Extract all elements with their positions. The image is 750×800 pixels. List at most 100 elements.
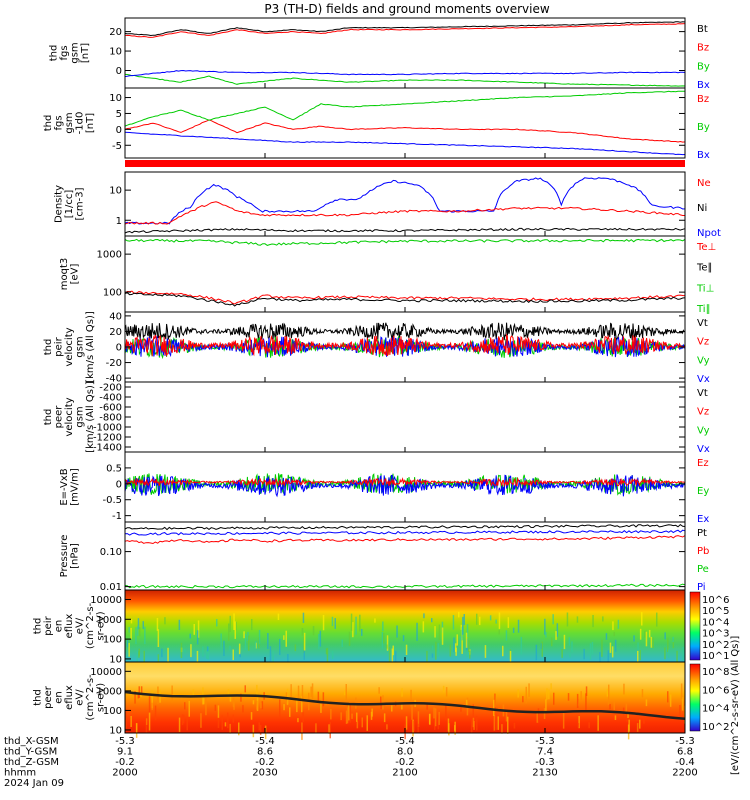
spectrogram-streak [311,683,314,700]
y-axis-label: [1/cc] [64,190,75,219]
panel-p4: 1000 100 Te⊥ Te∥ Ti⊥ Ti∥ moqt3 [eV] [59,235,716,315]
spectrogram-streak [352,622,354,638]
spectrogram-streak [290,684,292,699]
y-axis-label: gsm [69,42,80,63]
y-axis-label: eflux [64,685,75,710]
spectrogram-streak [346,707,349,724]
y-tick-label: -0.5 [102,495,122,506]
spectrogram-streak [317,691,320,702]
spectrogram-streak [465,632,468,648]
x-axis-value: -5.3 [115,736,135,747]
spectrogram-streak [145,718,148,725]
y-axis-label: (cm^2-s- [85,602,96,649]
spectrogram-streak [396,625,398,638]
spectrogram-streak [391,648,394,664]
spectrogram-streak [301,685,304,703]
spectrogram-streak [329,722,331,739]
x-axis-value: -5.3 [535,736,555,747]
panel-frame [124,17,686,89]
spectrogram-streak [283,704,285,711]
spectrogram-streak [217,705,220,718]
series-p7-Ez [124,476,686,487]
y-tick-label: 0 [116,479,122,490]
panel-p3: 10 1 Ne Ni Npot Density [1/cc] [cm-3] [54,171,721,239]
spectrogram-streak [240,693,242,702]
spectrogram-streak [214,704,217,711]
spectrogram-streak [326,647,329,663]
spectrogram-streak [380,702,382,710]
spectrogram-streak [348,704,350,721]
spectrogram-streak [648,629,651,638]
spectrogram-streak [130,716,132,727]
y-tick-label: -400 [99,393,122,404]
x-axis-value: 8.0 [397,747,413,758]
spectrogram-streak [260,702,262,709]
spectrogram-streak [319,630,322,647]
panel-p10: 10^8 10^6 10^4 10^2 10000 1000 100 10 thd peer en e… [33,661,729,740]
spectrogram-streak [192,689,195,698]
spectrogram-streak [180,642,183,658]
spectrogram-streak [460,624,463,630]
spectrogram-streak [664,647,666,660]
spectrogram-streak [576,616,579,623]
spectrogram-streak [466,624,469,637]
spectrogram-streak [456,634,458,646]
spectrogram-streak [608,684,610,700]
spectrogram-streak [380,696,382,704]
y-axis-label: eV/ [75,617,86,634]
x-axis-value: -0.3 [535,757,555,768]
spectrogram-streak [229,645,231,651]
x-axis-row-label: thd_Z-GSM [4,757,59,768]
spectrogram-streak [134,691,136,704]
spectrogram-streak [356,712,358,722]
spectrogram-streak [279,638,281,655]
spectrogram-streak [229,695,232,702]
x-axis-value: -5.3 [675,736,695,747]
x-axis-value: -0.4 [675,757,695,768]
y-tick-label: 100 [103,706,122,717]
spectrogram-streak [473,721,475,730]
x-axis-value: -5.4 [255,736,275,747]
spectrogram-streak [382,621,384,632]
spectrogram-streak [258,722,260,731]
y-tick-label: -1 [112,511,122,522]
spectrogram-streak [641,689,644,698]
spectrogram-streak [601,639,603,657]
spectrogram-streak [625,703,628,712]
y-axis-label: thd [43,115,54,132]
legend-entry: Bz [697,94,709,105]
y-tick-label: 10 [109,725,122,736]
spectrogram-streak [388,647,391,665]
spectrogram-streak [232,714,234,723]
spectrogram-streak [144,626,146,645]
spectrogram-streak [244,685,246,693]
spectrogram-streak [207,647,210,660]
spectrogram-streak [137,625,139,636]
colorbar-tick: 10^2 [702,722,729,733]
spectrogram-streak [459,636,461,647]
legend-entry: Vt [697,318,708,329]
x-axis-value: 7.4 [537,747,553,758]
spectrogram-streak [680,683,683,699]
x-axis-value: 9.1 [117,747,133,758]
y-axis-label: peir [54,336,65,356]
spectrogram-streak [154,705,157,721]
spectrogram-streak [302,612,305,623]
y-axis-label: (cm^2-s- [85,674,96,721]
spectrogram-streak [206,646,209,652]
spectrogram-streak [639,719,641,729]
spectrogram-streak [605,633,608,640]
spectrogram-streak [386,644,388,649]
spectrogram-streak [361,629,363,636]
spectrogram-streak [495,713,498,730]
spectrogram-streak [607,650,609,668]
spectrogram-streak [197,620,200,638]
spectrogram-streak [143,650,145,668]
y-axis-label: thd [33,689,44,706]
spectrogram-streak [555,631,557,640]
spectrogram-streak [434,715,436,730]
spectrogram-streak [258,637,261,645]
y-axis-label: sr-eV) [96,683,107,712]
spectrogram-streak [224,722,227,727]
figure-title: P3 (TH-D) fields and ground moments over… [264,2,549,16]
